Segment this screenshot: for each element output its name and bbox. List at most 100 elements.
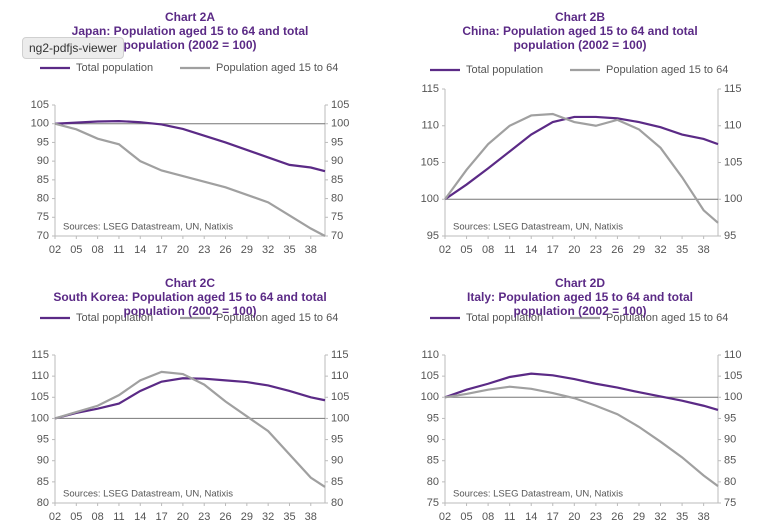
x-tick-label: 23 [590, 244, 602, 256]
y2-tick-label: 85 [724, 455, 736, 467]
y-tick-label: 105 [31, 391, 49, 403]
x-tick-label: 23 [198, 511, 210, 523]
y2-tick-label: 115 [724, 83, 742, 95]
y-tick-label: 85 [37, 476, 49, 488]
x-tick-label: 14 [525, 511, 537, 523]
x-tick-label: 32 [654, 244, 666, 256]
y2-tick-label: 75 [331, 211, 343, 223]
x-tick-label: 14 [134, 244, 146, 256]
legend-label: Population aged 15 to 64 [606, 64, 728, 76]
x-tick-label: 20 [568, 511, 580, 523]
series-line [444, 372, 719, 412]
legend-label: Population aged 15 to 64 [216, 62, 338, 74]
x-tick-label: 29 [241, 511, 253, 523]
y-tick-label: 90 [37, 455, 49, 467]
y2-tick-label: 95 [724, 230, 736, 242]
x-tick-label: 05 [460, 244, 472, 256]
y2-tick-label: 110 [331, 370, 349, 382]
y2-tick-label: 115 [331, 349, 349, 361]
x-tick-label: 08 [92, 244, 104, 256]
x-tick-label: 02 [49, 244, 61, 256]
x-tick-label: 17 [547, 511, 559, 523]
y2-tick-label: 105 [724, 156, 742, 168]
x-tick-label: 29 [241, 244, 253, 256]
y-tick-label: 100 [31, 118, 49, 130]
y-tick-label: 95 [37, 433, 49, 445]
series-line [54, 122, 326, 237]
y2-tick-label: 80 [724, 476, 736, 488]
y-tick-label: 95 [427, 412, 439, 424]
x-tick-label: 02 [439, 511, 451, 523]
x-tick-label: 26 [611, 244, 623, 256]
y2-tick-label: 70 [331, 230, 343, 242]
tooltip: ng2-pdfjs-viewer [22, 37, 125, 59]
x-tick-label: 26 [219, 244, 231, 256]
chart-label: Chart 2B [554, 10, 605, 24]
series-line [54, 370, 326, 488]
y2-tick-label: 85 [331, 476, 343, 488]
y2-tick-label: 100 [724, 391, 742, 403]
x-tick-label: 20 [177, 511, 189, 523]
source-note: Sources: LSEG Datastream, UN, Natixis [63, 222, 233, 233]
y2-tick-label: 100 [724, 193, 742, 205]
y-tick-label: 115 [421, 83, 439, 95]
y-tick-label: 70 [37, 230, 49, 242]
series-line [54, 119, 326, 173]
x-tick-label: 35 [676, 244, 688, 256]
x-tick-label: 05 [70, 511, 82, 523]
y-tick-label: 110 [421, 120, 439, 132]
x-tick-label: 17 [547, 244, 559, 256]
y-tick-label: 110 [31, 370, 49, 382]
x-tick-label: 05 [460, 511, 472, 523]
y-tick-label: 100 [31, 412, 49, 424]
y-tick-label: 95 [427, 230, 439, 242]
y-tick-label: 105 [421, 370, 439, 382]
y-tick-label: 80 [37, 192, 49, 204]
y-tick-label: 115 [31, 349, 49, 361]
series-line [444, 115, 719, 201]
x-tick-label: 29 [633, 244, 645, 256]
x-tick-label: 26 [611, 511, 623, 523]
y-tick-label: 80 [37, 497, 49, 509]
y2-tick-label: 95 [724, 412, 736, 424]
source-note: Sources: LSEG Datastream, UN, Natixis [453, 489, 623, 500]
y2-tick-label: 80 [331, 192, 343, 204]
y-tick-label: 100 [421, 193, 439, 205]
x-tick-label: 35 [283, 511, 295, 523]
x-tick-label: 29 [633, 511, 645, 523]
x-tick-label: 17 [155, 244, 167, 256]
x-tick-label: 26 [219, 511, 231, 523]
legend-label: Total population [76, 62, 153, 74]
x-tick-label: 38 [305, 244, 317, 256]
x-tick-label: 14 [134, 511, 146, 523]
chart-title: Japan: Population aged 15 to 64 and tota… [71, 24, 309, 52]
y2-tick-label: 100 [331, 412, 349, 424]
y2-tick-label: 105 [331, 391, 349, 403]
x-tick-label: 02 [49, 511, 61, 523]
legend-label: Total population [466, 64, 543, 76]
x-tick-label: 38 [698, 244, 710, 256]
y2-tick-label: 90 [331, 455, 343, 467]
x-tick-label: 35 [283, 244, 295, 256]
source-note: Sources: LSEG Datastream, UN, Natixis [63, 489, 233, 500]
x-tick-label: 32 [262, 511, 274, 523]
series-line [444, 112, 719, 224]
x-tick-label: 08 [482, 244, 494, 256]
chart-label: Chart 2D [554, 276, 605, 290]
series-line [444, 385, 719, 487]
y2-tick-label: 90 [331, 155, 343, 167]
x-tick-label: 20 [177, 244, 189, 256]
legend-label: Total population [466, 312, 543, 324]
legend-label: Total population [76, 312, 153, 324]
y2-tick-label: 85 [331, 174, 343, 186]
x-tick-label: 11 [113, 244, 124, 256]
chart-title: South Korea: Population aged 15 to 64 an… [53, 290, 327, 318]
legend-label: Population aged 15 to 64 [606, 312, 728, 324]
x-tick-label: 11 [113, 511, 124, 523]
y2-tick-label: 90 [724, 433, 736, 445]
legend-label: Population aged 15 to 64 [216, 312, 338, 324]
y-tick-label: 95 [37, 136, 49, 148]
x-tick-label: 20 [568, 244, 580, 256]
y-tick-label: 85 [37, 174, 49, 186]
